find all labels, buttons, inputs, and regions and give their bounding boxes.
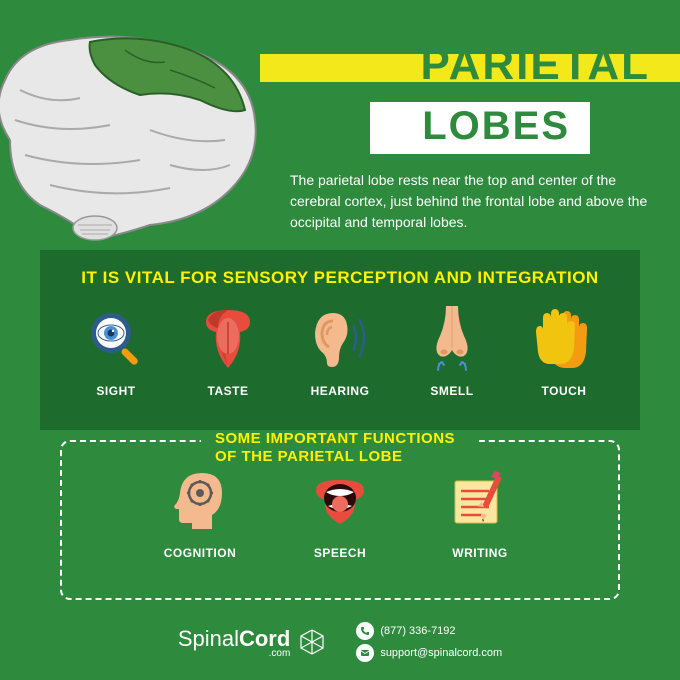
hearing-cell: HEARING xyxy=(290,302,390,398)
sensory-section-title: IT IS VITAL FOR SENSORY PERCEPTION AND I… xyxy=(60,268,620,288)
email-icon xyxy=(356,644,374,662)
writing-cell: WRITING xyxy=(430,464,530,560)
brand-cube-icon xyxy=(298,628,326,656)
description-text: The parietal lobe rests near the top and… xyxy=(290,170,650,233)
writing-label: WRITING xyxy=(452,546,508,560)
sensory-section: IT IS VITAL FOR SENSORY PERCEPTION AND I… xyxy=(40,250,640,430)
sight-icon xyxy=(80,302,152,374)
cognition-cell: COGNITION xyxy=(150,464,250,560)
taste-icon xyxy=(192,302,264,374)
phone-text: (877) 336-7192 xyxy=(380,625,455,637)
hearing-label: HEARING xyxy=(311,384,370,398)
brand-main: Spinal xyxy=(178,626,239,651)
title-line-2: LOBES xyxy=(422,104,570,149)
contact-phone: (877) 336-7192 xyxy=(356,622,502,640)
functions-title-wrap: SOME IMPORTANT FUNCTIONS OF THE PARIETAL… xyxy=(201,430,479,466)
speech-label: SPEECH xyxy=(314,546,366,560)
brand-logo: SpinalCord .com xyxy=(178,626,326,659)
sensory-icon-row: SIGHT TASTE HEARING SMELL TOUCH xyxy=(60,302,620,398)
touch-cell: TOUCH xyxy=(514,302,614,398)
functions-section-title: SOME IMPORTANT FUNCTIONS OF THE PARIETAL… xyxy=(215,430,455,465)
sight-label: SIGHT xyxy=(96,384,135,398)
infographic-canvas: PARIETAL LOBES The parietal lobe rests n… xyxy=(0,0,680,680)
smell-icon xyxy=(416,302,488,374)
smell-cell: SMELL xyxy=(402,302,502,398)
contact-block: (877) 336-7192 support@spinalcord.com xyxy=(356,622,502,662)
brand-bold: Cord xyxy=(239,626,290,651)
functions-section: SOME IMPORTANT FUNCTIONS OF THE PARIETAL… xyxy=(60,440,620,600)
header-region: PARIETAL LOBES The parietal lobe rests n… xyxy=(0,20,680,220)
taste-label: TASTE xyxy=(208,384,249,398)
touch-label: TOUCH xyxy=(542,384,587,398)
brain-illustration xyxy=(0,20,280,250)
sight-cell: SIGHT xyxy=(66,302,166,398)
hearing-icon xyxy=(304,302,376,374)
brand-text: SpinalCord xyxy=(178,626,290,651)
title-line-1: PARIETAL xyxy=(421,40,650,90)
email-text: support@spinalcord.com xyxy=(380,647,502,659)
footer: SpinalCord .com (877) 336-7192 support@s… xyxy=(0,622,680,662)
functions-icon-row: COGNITION SPEECH WRITING xyxy=(62,464,618,560)
taste-cell: TASTE xyxy=(178,302,278,398)
speech-icon xyxy=(304,464,376,536)
smell-label: SMELL xyxy=(430,384,473,398)
contact-email: support@spinalcord.com xyxy=(356,644,502,662)
cognition-icon xyxy=(164,464,236,536)
cognition-label: COGNITION xyxy=(164,546,237,560)
writing-icon xyxy=(444,464,516,536)
speech-cell: SPEECH xyxy=(290,464,390,560)
title-block: PARIETAL LOBES xyxy=(290,40,650,158)
phone-icon xyxy=(356,622,374,640)
touch-icon xyxy=(528,302,600,374)
